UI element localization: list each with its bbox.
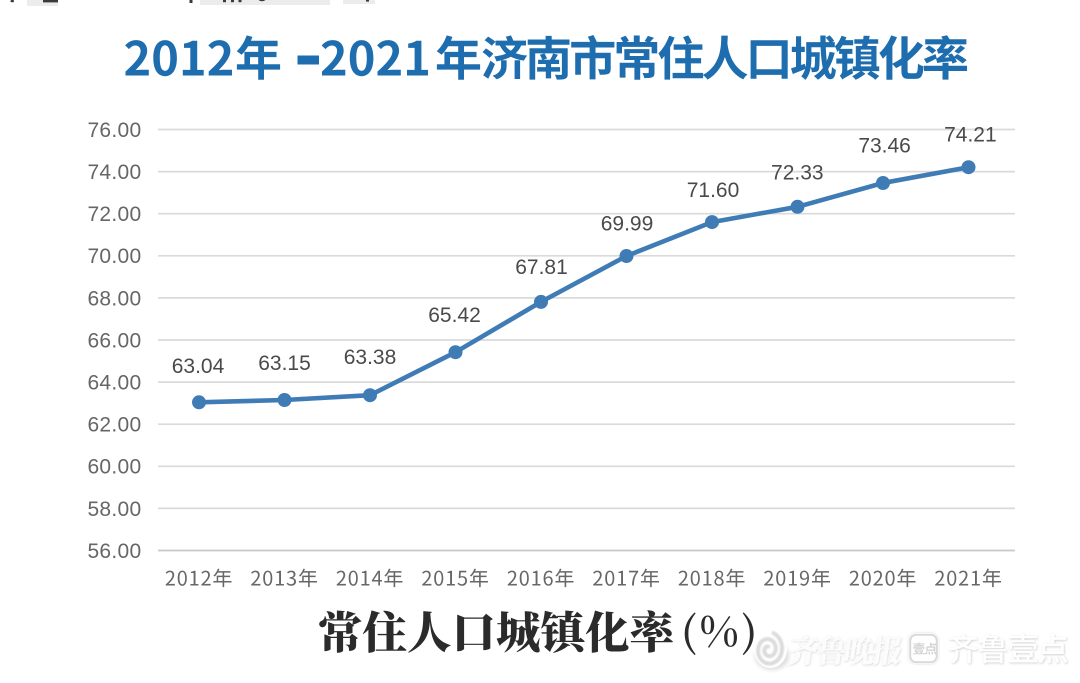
svg-text:63.04: 63.04 [172,355,225,378]
svg-text:64.00: 64.00 [87,372,141,395]
svg-text:65.42: 65.42 [428,304,481,327]
svg-text:66.00: 66.00 [87,329,141,352]
svg-text:70.00: 70.00 [87,245,141,268]
svg-text:56.00: 56.00 [87,540,141,563]
svg-text:69.99: 69.99 [601,212,654,235]
svg-text:76.00: 76.00 [87,119,141,142]
svg-text:71.60: 71.60 [687,179,740,202]
svg-text:63.15: 63.15 [258,352,311,375]
svg-text:60.00: 60.00 [87,456,141,479]
svg-text:74.21: 74.21 [944,123,997,146]
svg-text:62.00: 62.00 [87,414,141,437]
svg-text:58.00: 58.00 [87,498,141,521]
svg-text:63.38: 63.38 [344,346,397,369]
svg-text:72.33: 72.33 [771,162,824,185]
svg-text:67.81: 67.81 [515,256,568,279]
svg-text:73.46: 73.46 [858,135,911,158]
svg-text:68.00: 68.00 [87,287,141,310]
svg-text:72.00: 72.00 [87,203,141,226]
svg-text:74.00: 74.00 [87,161,141,184]
